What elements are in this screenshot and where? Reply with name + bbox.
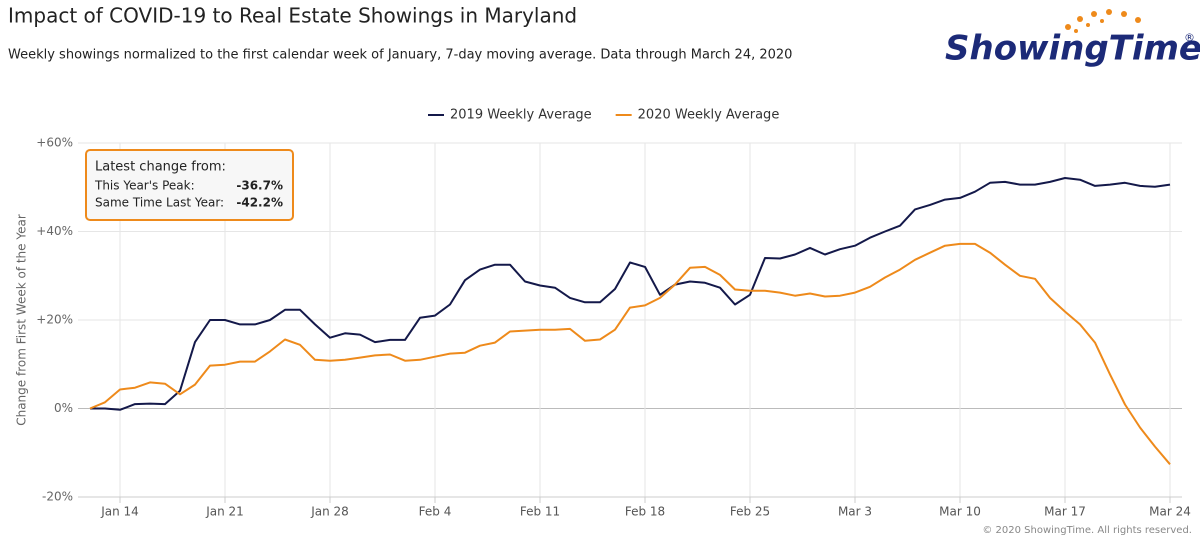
annotation-label: Same Time Last Year: (95, 196, 224, 210)
x-tick-label: Mar 10 (939, 505, 981, 519)
x-tick-label: Jan 21 (205, 505, 244, 519)
credit: © 2020 ShowingTime. All rights reserved. (982, 525, 1192, 536)
x-tick-label: Jan 28 (310, 505, 349, 519)
annotation-value: -42.2% (236, 196, 283, 210)
x-tick-label: Mar 3 (838, 505, 872, 519)
annotation-box (85, 149, 294, 221)
series-line (90, 177, 1171, 411)
y-tick-label: +20% (36, 313, 73, 327)
legend-label: 2019 Weekly Average (450, 108, 592, 123)
chart-title: Impact of COVID-19 to Real Estate Showin… (8, 4, 577, 28)
series-line (89, 242, 1171, 465)
x-tick-label: Feb 25 (730, 505, 770, 519)
x-tick-label: Mar 17 (1044, 505, 1086, 519)
annotation-label: This Year's Peak: (94, 179, 195, 193)
x-tick-label: Mar 24 (1149, 505, 1191, 519)
logo-text: ShowingTime (945, 29, 1200, 69)
y-tick-label: +60% (36, 136, 73, 150)
y-tick-label: -20% (42, 490, 73, 504)
y-tick-label: +40% (36, 224, 73, 238)
y-axis-label: Change from First Week of the Year (15, 214, 29, 426)
annotation-value: -36.7% (236, 179, 283, 193)
x-tick-label: Feb 4 (419, 505, 452, 519)
plot (89, 177, 1171, 465)
x-tick-label: Feb 18 (625, 505, 665, 519)
annotation-title: Latest change from: (95, 160, 226, 175)
legend-label: 2020 Weekly Average (638, 108, 780, 123)
logo-mark: ® (1184, 31, 1195, 44)
grid: -20% 0% +20% +40% +60% Jan 14 Jan 21 Jan 28 Feb … (36, 136, 1191, 519)
y-tick-label: 0% (54, 401, 73, 415)
chart-subtitle: Weekly showings normalized to the first … (8, 48, 792, 63)
x-tick-label: Jan 14 (100, 505, 139, 519)
logo-dots (1065, 9, 1141, 33)
logo: ShowingTime ® (945, 9, 1200, 69)
x-tick-label: Feb 11 (520, 505, 560, 519)
legend: 2019 Weekly Average 2020 Weekly Average (428, 108, 779, 123)
annotation: Latest change from: This Year's Peak: -3… (85, 149, 294, 221)
